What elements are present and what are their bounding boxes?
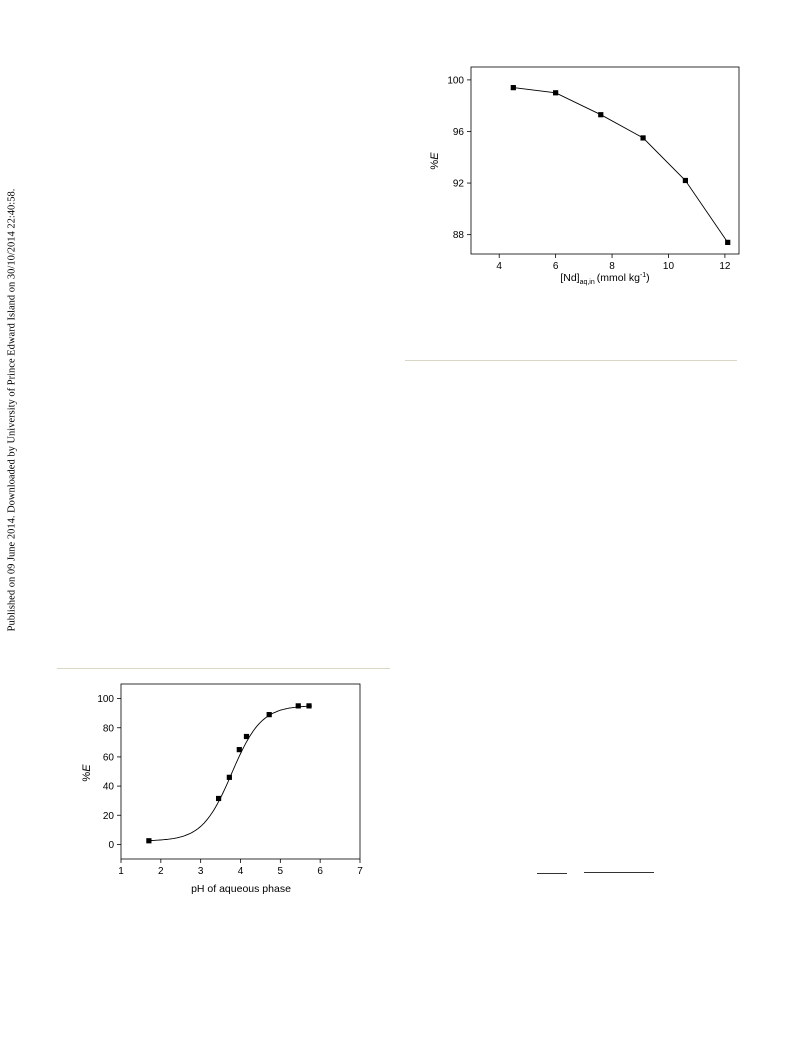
y-tick-label: 96 xyxy=(453,127,465,138)
y-tick-label: 88 xyxy=(453,230,465,241)
y-tick-label: 80 xyxy=(103,723,115,734)
data-point xyxy=(682,177,688,184)
section-divider-right xyxy=(405,360,737,361)
data-point xyxy=(295,703,301,709)
data-point xyxy=(243,733,250,740)
y-tick-label: 60 xyxy=(103,752,115,763)
x-axis-label: pH of aqueous phase xyxy=(191,883,291,895)
x-tick-label: 6 xyxy=(317,866,323,877)
sigmoid-fit-curve xyxy=(146,705,312,842)
data-point xyxy=(640,135,646,141)
data-point xyxy=(725,239,731,245)
x-tick-label: 12 xyxy=(719,261,731,272)
y-tick-label: 92 xyxy=(453,179,465,190)
x-tick-label: 1 xyxy=(118,866,124,877)
download-stamp: Published on 09 June 2014. Downloaded by… xyxy=(6,188,18,632)
data-point xyxy=(553,90,559,96)
plot-frame xyxy=(470,66,740,255)
data-point xyxy=(146,838,152,844)
data-point xyxy=(266,712,272,718)
x-tick-label: 4 xyxy=(496,261,502,272)
x-tick-label: 2 xyxy=(158,866,164,877)
data-point xyxy=(510,85,516,91)
x-tick-label: 10 xyxy=(663,261,675,272)
data-point xyxy=(236,747,242,753)
data-point xyxy=(598,112,604,118)
data-point xyxy=(226,774,232,780)
data-point xyxy=(215,795,222,802)
y-axis-label: %E xyxy=(429,152,441,170)
series-line xyxy=(513,87,729,243)
y-axis-label: %E xyxy=(81,764,93,782)
data-point xyxy=(306,703,312,709)
y-tick-label: 100 xyxy=(447,75,464,86)
section-divider-left xyxy=(57,668,390,669)
x-tick-label: 7 xyxy=(357,866,363,877)
y-tick-label: 100 xyxy=(97,694,114,705)
x-tick-label: 5 xyxy=(278,866,284,877)
extraction-vs-concentration-chart: 4 6 8 10 12 88 92 96 100 %E [Nd]aq,in (mmol kg-1) xyxy=(429,66,740,286)
fraction-line-short xyxy=(537,873,567,874)
y-tick-label: 0 xyxy=(108,840,114,851)
x-axis-label: [Nd]aq,in (mmol kg-1) xyxy=(560,272,649,286)
x-tick-label: 8 xyxy=(609,261,615,272)
plot-frame xyxy=(120,683,361,860)
y-tick-label: 20 xyxy=(103,811,115,822)
x-tick-label: 4 xyxy=(238,866,244,877)
extraction-vs-ph-chart: 1 2 3 4 5 6 7 0 20 40 60 80 100 %E pH of aqueous pha… xyxy=(81,683,363,895)
y-tick-label: 40 xyxy=(103,782,115,793)
x-tick-label: 3 xyxy=(198,866,204,877)
x-tick-label: 6 xyxy=(553,261,559,272)
fraction-line-long xyxy=(584,872,654,873)
